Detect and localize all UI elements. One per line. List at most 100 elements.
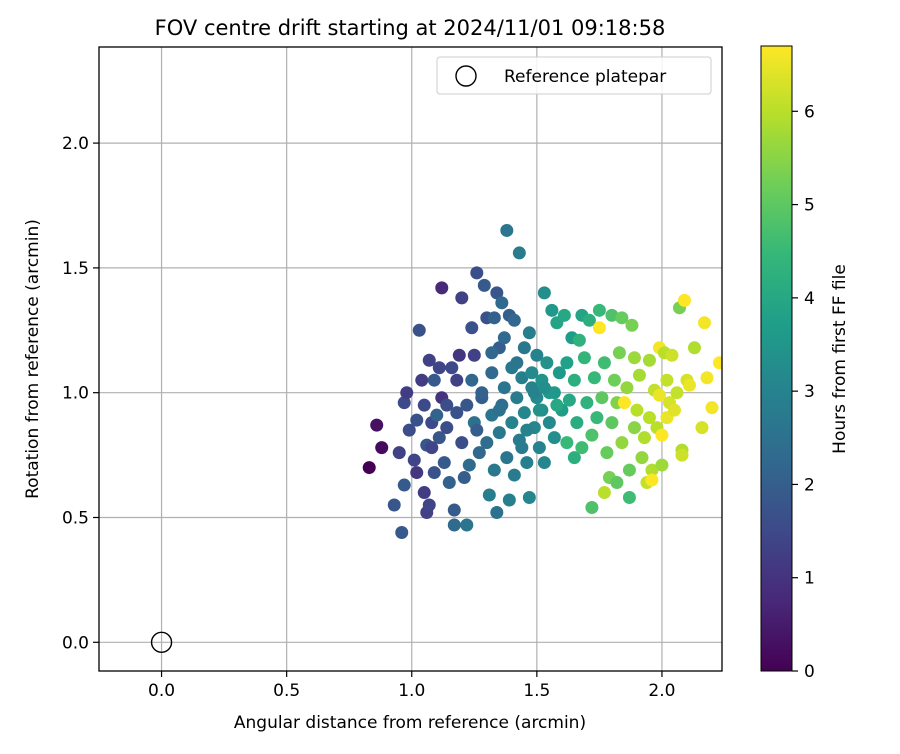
scatter-point: [392, 446, 406, 460]
grid: [99, 47, 722, 671]
scatter-point: [570, 416, 584, 430]
scatter-point: [582, 313, 596, 327]
x-axis-label: Angular distance from reference (arcmin): [234, 713, 586, 733]
scatter-point: [522, 326, 536, 340]
y-tick-label: 0.0: [62, 633, 89, 653]
scatter-point: [502, 493, 516, 507]
scatter-point: [425, 441, 439, 455]
scatter-point: [547, 431, 561, 445]
scatter-point: [417, 398, 431, 412]
scatter-point: [597, 486, 611, 500]
scatter-point: [412, 323, 426, 337]
x-tick-label: 1.5: [523, 681, 550, 701]
scatter-point: [437, 456, 451, 470]
legend-label: Reference platepar: [504, 67, 666, 87]
scatter-point: [542, 416, 556, 430]
scatter-point: [590, 411, 604, 425]
scatter-point: [592, 303, 606, 317]
scatter-point: [397, 396, 411, 410]
scatter-point: [397, 478, 411, 492]
scatter-point: [432, 361, 446, 375]
scatter-point: [450, 373, 464, 387]
scatter-point: [622, 491, 636, 505]
scatter-point: [507, 313, 521, 327]
scatter-point: [400, 386, 414, 400]
scatter-point: [362, 461, 376, 475]
scatter-point: [660, 373, 674, 387]
scatter-point: [527, 386, 541, 400]
scatter-point: [610, 476, 624, 490]
scatter-point: [447, 518, 461, 532]
legend: Reference platepar: [436, 56, 712, 95]
legend-marker: [455, 65, 477, 87]
scatter-point: [470, 266, 484, 280]
scatter-point: [605, 308, 619, 322]
scatter-point: [655, 458, 669, 472]
scatter-point: [695, 421, 709, 435]
scatter-point: [627, 421, 641, 435]
scatter-point: [595, 391, 609, 405]
scatter-point: [600, 446, 614, 460]
scatter-point: [642, 411, 656, 425]
y-tick-label: 2.0: [62, 134, 89, 154]
scatter-point: [507, 468, 521, 482]
scatter-point: [700, 371, 714, 385]
scatter-point: [667, 403, 681, 417]
reference-platepar-marker: [150, 631, 173, 653]
scatter-point: [440, 421, 454, 435]
scatter-point: [475, 386, 489, 400]
scatter-point: [492, 403, 506, 417]
scatter-point: [642, 353, 656, 367]
scatter-point: [532, 403, 546, 417]
scatter-point: [512, 246, 526, 260]
scatter-point: [627, 351, 641, 365]
scatter-point: [510, 356, 524, 370]
scatter-point: [687, 341, 701, 355]
scatter-point: [500, 451, 514, 465]
scatter-point: [697, 316, 711, 330]
scatter-point: [620, 381, 634, 395]
scatter-point: [612, 346, 626, 360]
chart-title: FOV centre drift starting at 2024/11/01 …: [155, 16, 666, 40]
scatter-point: [577, 351, 591, 365]
scatter-point: [432, 431, 446, 445]
scatter-point: [632, 368, 646, 382]
scatter-point: [440, 398, 454, 412]
scatter-point: [615, 436, 629, 450]
scatter-point: [422, 498, 436, 512]
x-tick-label: 0.5: [273, 681, 300, 701]
scatter-point: [497, 331, 511, 345]
scatter-point: [545, 303, 559, 317]
scatter-point: [455, 291, 469, 305]
scatter-point: [655, 428, 669, 442]
scatter-point: [522, 491, 536, 505]
scatter-point: [492, 426, 506, 440]
scatter-point: [622, 463, 636, 477]
scatter-point: [370, 418, 384, 432]
scatter-point: [532, 441, 546, 455]
colorbar-tick-label: 6: [804, 102, 815, 122]
colorbar-label: Hours from first FF file: [830, 264, 850, 454]
scatter-point: [487, 463, 501, 477]
scatter-point: [375, 441, 389, 455]
colorbar-ticks: 0 1 2 3 4 5 6: [792, 102, 815, 682]
scatter-point: [410, 413, 424, 427]
scatter-point: [560, 356, 574, 370]
scatter-point: [550, 398, 564, 412]
scatter-point: [467, 348, 481, 362]
scatter-point: [705, 401, 719, 415]
scatter-point: [487, 311, 501, 325]
scatter-point: [585, 428, 599, 442]
scatter-point: [592, 321, 606, 335]
y-tick-label: 1.0: [62, 384, 89, 404]
scatter-point: [567, 451, 581, 465]
scatter-point: [645, 463, 659, 477]
scatter-point: [682, 378, 696, 392]
scatter-point: [615, 311, 629, 325]
scatter-point: [537, 381, 551, 395]
scatter-point: [675, 448, 689, 462]
data-points: [362, 223, 722, 539]
scatter-point: [395, 525, 409, 539]
scatter-point: [510, 391, 524, 405]
